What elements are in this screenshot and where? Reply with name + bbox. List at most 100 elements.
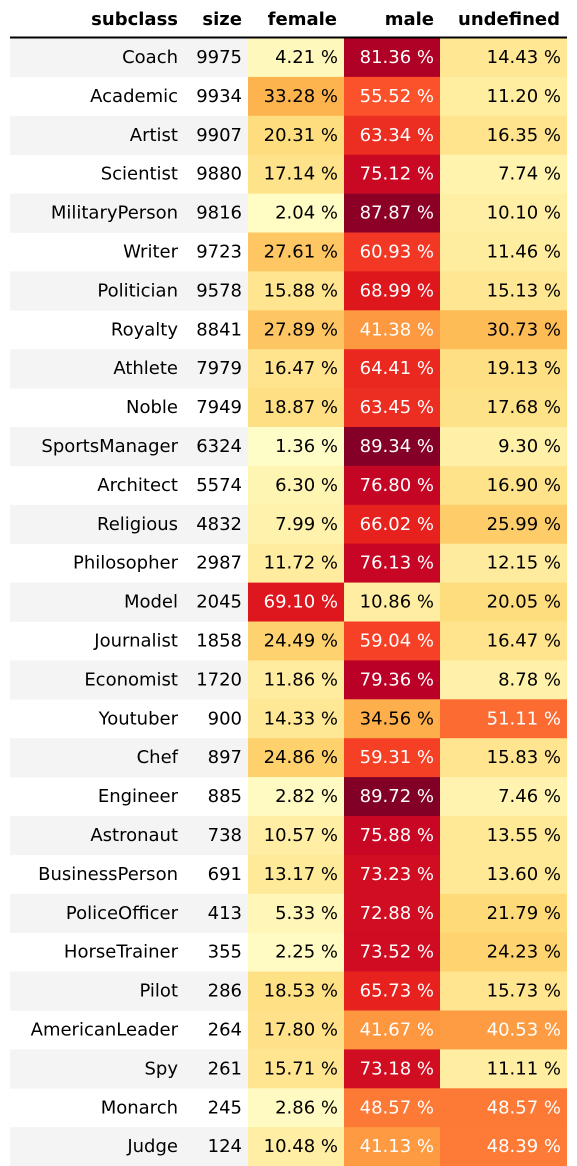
cell-male [344, 816, 440, 856]
label-size: 691 [208, 864, 242, 885]
cell-undefined [440, 893, 567, 933]
header-size: size [202, 9, 242, 30]
cell-undefined [440, 1088, 567, 1128]
table-header: subclass size female male undefined [91, 9, 560, 30]
label-undefined: 24.23 % [487, 942, 561, 963]
cell-male [344, 932, 440, 972]
label-male: 41.38 % [360, 319, 434, 340]
cell-male [344, 427, 440, 467]
label-male: 73.23 % [360, 864, 434, 885]
cell-female [248, 660, 344, 700]
cell-male [344, 543, 440, 583]
label-subclass: Economist [84, 669, 178, 690]
label-undefined: 15.83 % [487, 747, 561, 768]
cell-male [344, 1010, 440, 1050]
cell-undefined [440, 310, 567, 350]
label-size: 245 [208, 1097, 242, 1118]
cell-female [248, 738, 344, 778]
cell-male [344, 854, 440, 895]
label-female: 33.28 % [264, 86, 338, 107]
label-male: 66.02 % [360, 514, 434, 535]
label-subclass: Academic [90, 86, 178, 107]
label-undefined: 10.10 % [487, 203, 561, 224]
label-subclass: SportsManager [41, 436, 178, 457]
label-size: 9816 [196, 203, 242, 224]
label-male: 65.73 % [360, 981, 434, 1002]
cell-undefined [440, 1049, 567, 1089]
label-subclass: Pilot [139, 981, 178, 1002]
cell-undefined [440, 621, 567, 661]
label-subclass: Spy [144, 1058, 178, 1079]
label-subclass: Religious [97, 514, 178, 535]
label-subclass: Architect [97, 475, 178, 496]
label-female: 27.89 % [264, 319, 338, 340]
label-male: 72.88 % [360, 903, 434, 924]
cell-undefined [440, 699, 567, 739]
cell-undefined [440, 1010, 567, 1050]
cell-female [248, 1088, 344, 1128]
label-female: 24.49 % [264, 630, 338, 651]
label-size: 9907 [196, 125, 242, 146]
cell-undefined [440, 816, 567, 856]
label-undefined: 17.68 % [487, 397, 561, 418]
cell-female [248, 932, 344, 972]
label-undefined: 12.15 % [487, 553, 561, 574]
cell-undefined [440, 465, 567, 506]
cell-undefined [440, 232, 567, 272]
cell-undefined [440, 349, 567, 389]
label-female: 27.61 % [264, 241, 338, 262]
label-undefined: 13.60 % [487, 864, 561, 885]
label-undefined: 14.43 % [487, 47, 561, 68]
label-size: 9578 [196, 280, 242, 301]
cell-female [248, 427, 344, 467]
label-size: 124 [208, 1136, 242, 1157]
label-female: 11.72 % [264, 553, 338, 574]
cell-female [248, 971, 344, 1011]
label-male: 68.99 % [360, 280, 434, 301]
label-female: 10.48 % [264, 1136, 338, 1157]
label-size: 5574 [196, 475, 242, 496]
label-size: 9723 [196, 241, 242, 262]
cell-undefined [440, 76, 567, 117]
label-female: 69.10 % [264, 592, 338, 613]
label-female: 2.82 % [275, 786, 338, 807]
label-female: 10.57 % [264, 825, 338, 846]
label-subclass: HorseTrainer [64, 942, 179, 963]
cell-male [344, 660, 440, 700]
cell-male [344, 971, 440, 1011]
cell-female [248, 115, 344, 155]
cell-undefined [440, 932, 567, 972]
cell-female [248, 154, 344, 194]
label-subclass: Chef [137, 747, 179, 768]
cell-male [344, 1049, 440, 1089]
label-size: 2045 [196, 592, 242, 613]
label-male: 81.36 % [360, 47, 434, 68]
cell-female [248, 777, 344, 817]
label-subclass: Youtuber [98, 708, 179, 729]
label-subclass: Monarch [101, 1097, 178, 1118]
label-female: 17.14 % [264, 164, 338, 185]
label-size: 9975 [196, 47, 242, 68]
cell-undefined [440, 154, 567, 194]
label-male: 34.56 % [360, 708, 434, 729]
label-size: 7949 [196, 397, 242, 418]
cell-male [344, 621, 440, 661]
cell-male [344, 154, 440, 194]
cell-undefined [440, 388, 567, 428]
label-male: 75.88 % [360, 825, 434, 846]
cell-male [344, 738, 440, 778]
cell-female [248, 543, 344, 583]
cell-male [344, 193, 440, 233]
label-subclass: Coach [122, 47, 178, 68]
cell-male [344, 349, 440, 389]
cell-male [344, 388, 440, 428]
label-size: 9934 [196, 86, 242, 107]
label-female: 18.87 % [264, 397, 338, 418]
label-female: 13.17 % [264, 864, 338, 885]
label-subclass: Writer [123, 241, 179, 262]
cell-female [248, 310, 344, 350]
label-undefined: 40.53 % [487, 1019, 561, 1040]
cell-male [344, 504, 440, 544]
cell-female [248, 76, 344, 117]
label-male: 41.67 % [360, 1019, 434, 1040]
